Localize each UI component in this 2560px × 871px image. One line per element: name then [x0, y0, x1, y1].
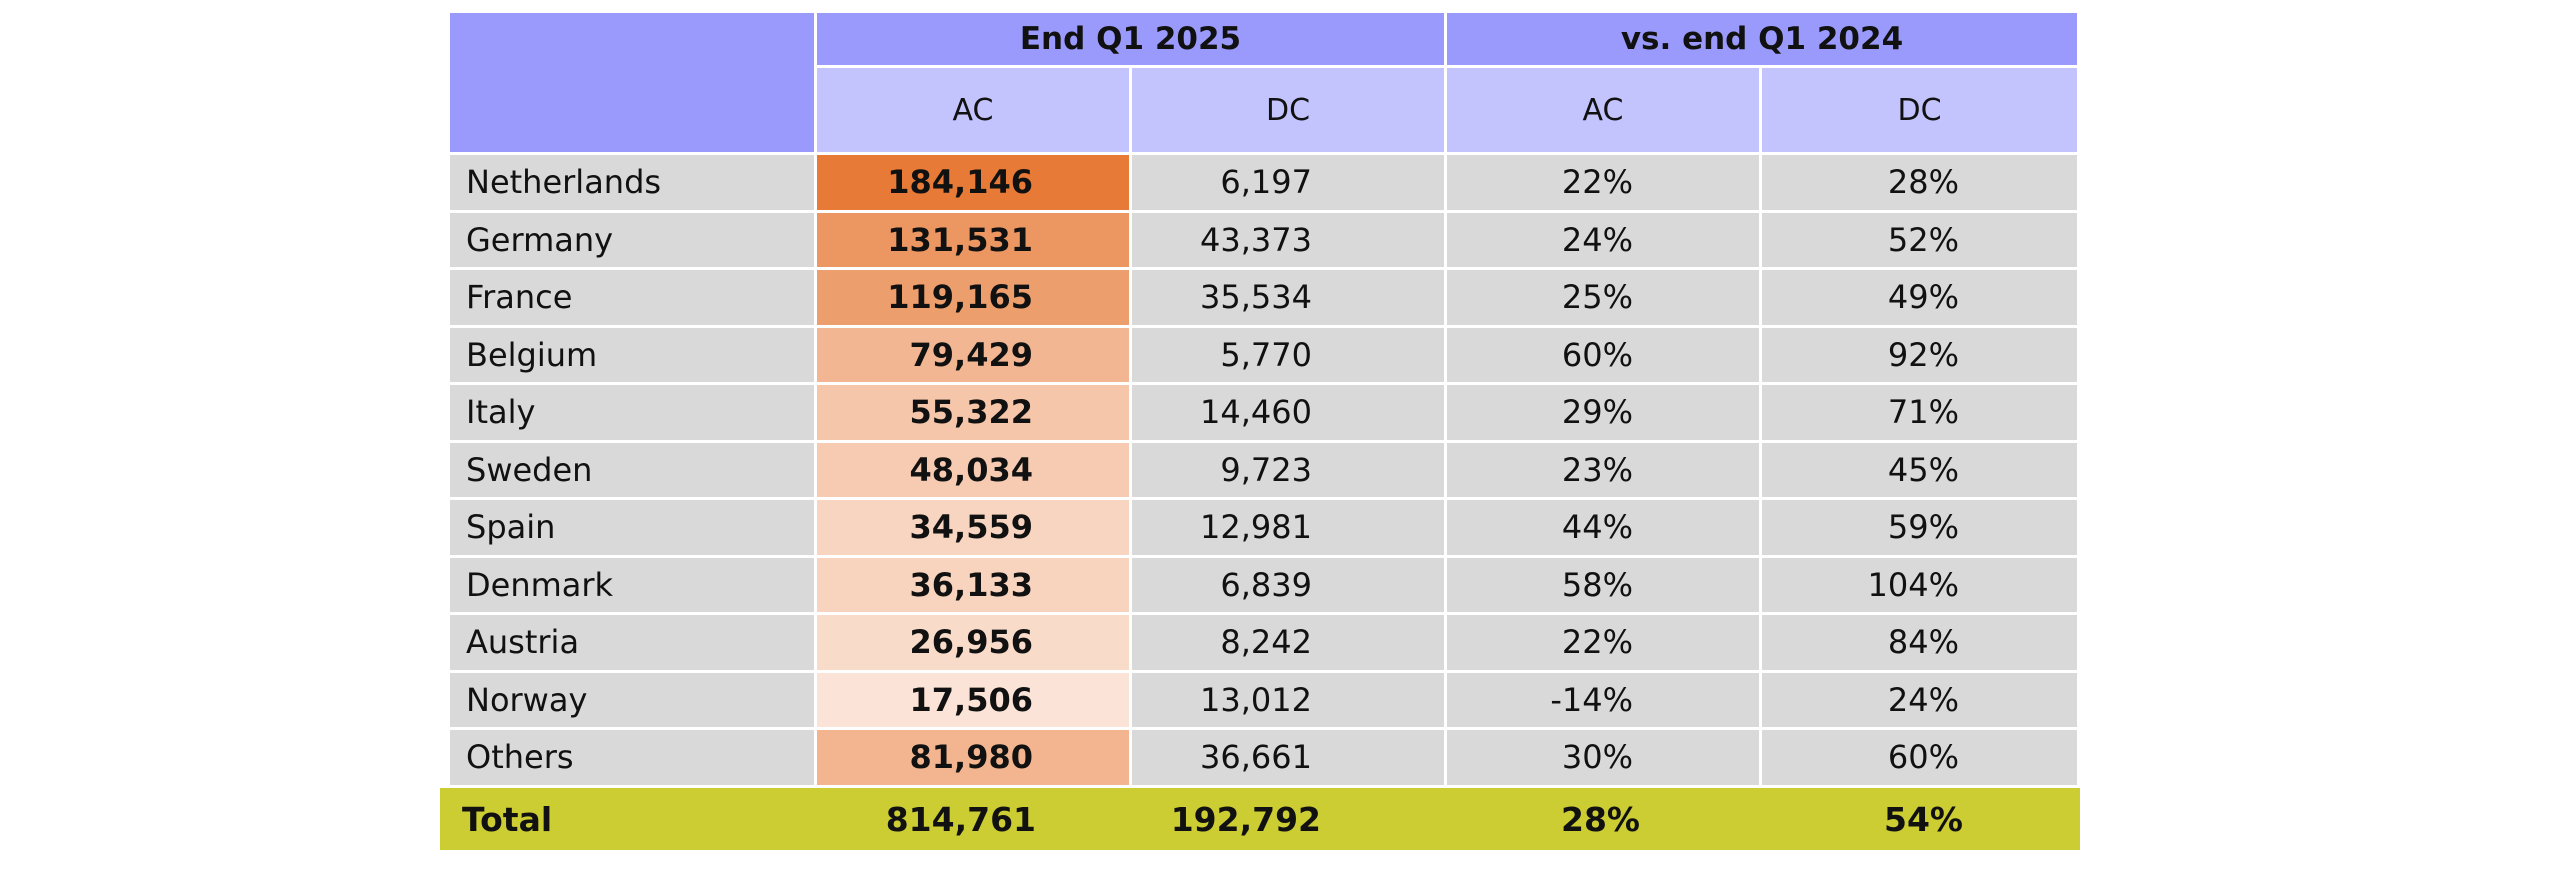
row-belgium-ac: 79,429 — [817, 327, 1129, 382]
row-austria-country: Austria — [450, 615, 814, 670]
row-spain-country: Spain — [450, 500, 814, 555]
row-netherlands-dc-change: 28% — [1762, 155, 2077, 210]
row-belgium-ac-change: 60% — [1447, 327, 1759, 382]
row-italy-country: Italy — [450, 385, 814, 440]
row-germany-ac: 131,531 — [817, 212, 1129, 267]
row-austria-ac-change: 22% — [1447, 615, 1759, 670]
row-norway-country: Norway — [450, 672, 814, 727]
row-denmark-dc-change: 104% — [1762, 557, 2077, 612]
row-italy-ac: 55,322 — [817, 385, 1129, 440]
row-netherlands-country: Netherlands — [450, 155, 814, 210]
header-group-end-q1-2025: End Q1 2025 — [817, 13, 1444, 65]
row-sweden-ac-change: 23% — [1447, 442, 1759, 497]
row-norway-dc: 13,012 — [1132, 672, 1444, 727]
row-sweden-dc: 9,723 — [1132, 442, 1444, 497]
row-netherlands-ac-change: 22% — [1447, 155, 1759, 210]
row-france-dc: 35,534 — [1132, 270, 1444, 325]
row-norway-ac: 17,506 — [817, 672, 1129, 727]
row-germany-country: Germany — [450, 212, 814, 267]
row-sweden-ac: 48,034 — [817, 442, 1129, 497]
row-spain-ac-change: 44% — [1447, 500, 1759, 555]
row-sweden-country: Sweden — [450, 442, 814, 497]
row-spain-dc: 12,981 — [1132, 500, 1444, 555]
row-denmark-country: Denmark — [450, 557, 814, 612]
row-norway-ac-change: -14% — [1447, 672, 1759, 727]
row-denmark-ac-change: 58% — [1447, 557, 1759, 612]
row-austria-ac: 26,956 — [817, 615, 1129, 670]
row-germany-dc-change: 52% — [1762, 212, 2077, 267]
row-denmark-dc: 6,839 — [1132, 557, 1444, 612]
row-others-dc: 36,661 — [1132, 730, 1444, 785]
row-france-country: France — [450, 270, 814, 325]
header-corner — [450, 13, 814, 152]
subheader-vs-2024-dc: DC — [1762, 68, 2077, 152]
row-others-country: Others — [450, 730, 814, 785]
row-belgium-dc: 5,770 — [1132, 327, 1444, 382]
row-others-ac-change: 30% — [1447, 730, 1759, 785]
row-netherlands-ac: 184,146 — [817, 155, 1129, 210]
subheader-vs-2024-ac: AC — [1447, 68, 1759, 152]
row-france-ac-change: 25% — [1447, 270, 1759, 325]
subheader-q1-2025-ac: AC — [817, 68, 1129, 152]
row-belgium-dc-change: 92% — [1762, 327, 2077, 382]
row-france-ac: 119,165 — [817, 270, 1129, 325]
row-sweden-dc-change: 45% — [1762, 442, 2077, 497]
row-spain-dc-change: 59% — [1762, 500, 2077, 555]
total-dc-change: 54% — [1884, 799, 1963, 839]
row-belgium-country: Belgium — [450, 327, 814, 382]
header-group-vs-end-q1-2024: vs. end Q1 2024 — [1447, 13, 2077, 65]
row-france-dc-change: 49% — [1762, 270, 2077, 325]
row-austria-dc: 8,242 — [1132, 615, 1444, 670]
total-ac-change: 28% — [1561, 799, 1640, 839]
total-row — [440, 788, 2080, 850]
total-ac: 814,761 — [885, 799, 1036, 839]
row-netherlands-dc: 6,197 — [1132, 155, 1444, 210]
row-italy-dc: 14,460 — [1132, 385, 1444, 440]
total-label: Total — [462, 799, 553, 839]
row-norway-dc-change: 24% — [1762, 672, 2077, 727]
row-italy-dc-change: 71% — [1762, 385, 2077, 440]
row-spain-ac: 34,559 — [817, 500, 1129, 555]
row-denmark-ac: 36,133 — [817, 557, 1129, 612]
row-italy-ac-change: 29% — [1447, 385, 1759, 440]
row-germany-ac-change: 24% — [1447, 212, 1759, 267]
row-germany-dc: 43,373 — [1132, 212, 1444, 267]
row-others-ac: 81,980 — [817, 730, 1129, 785]
subheader-q1-2025-dc: DC — [1132, 68, 1444, 152]
total-dc: 192,792 — [1170, 799, 1321, 839]
row-austria-dc-change: 84% — [1762, 615, 2077, 670]
row-others-dc-change: 60% — [1762, 730, 2077, 785]
